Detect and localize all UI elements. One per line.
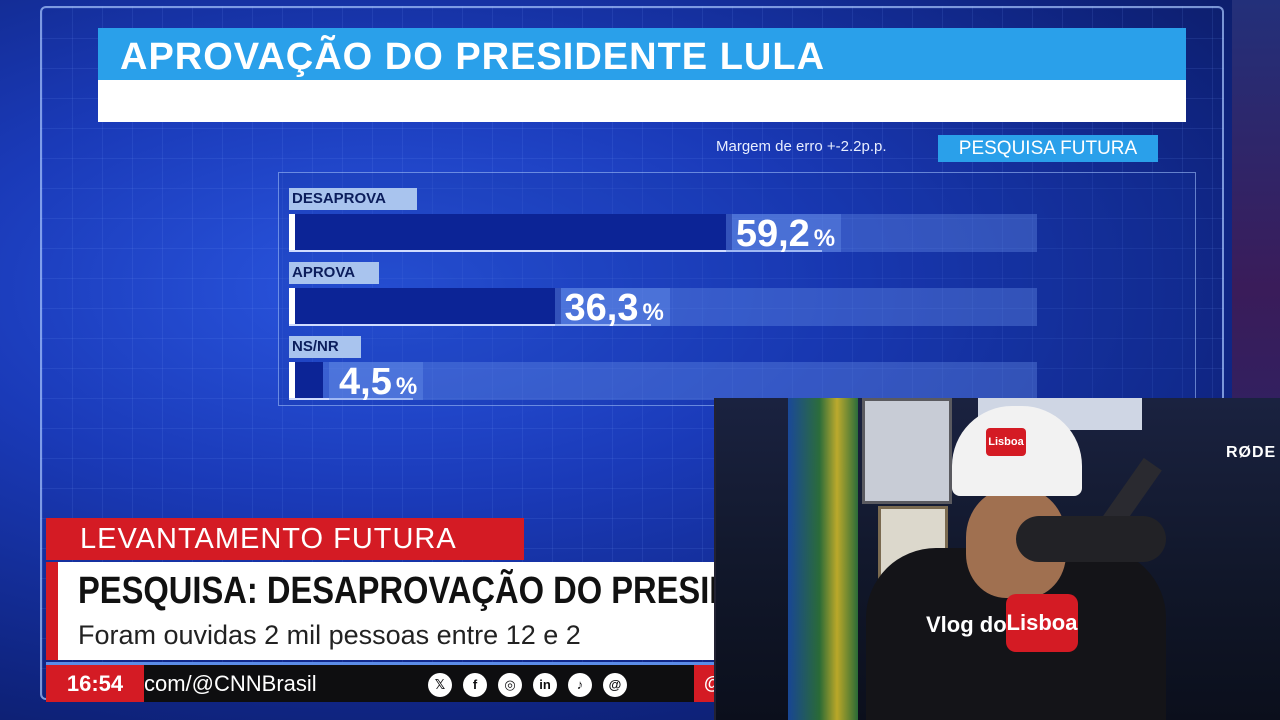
margin-of-error: Margem de erro +-2.2p.p. [716,138,887,155]
tiktok-icon[interactable]: ♪ [568,673,592,697]
bar [289,288,561,326]
data-label-unit: % [395,373,418,400]
x-icon[interactable]: 𝕏 [428,673,452,697]
bar-cap [289,362,295,400]
data-label: 36,3% [554,287,670,329]
source-badge: PESQUISA FUTURA [938,135,1158,162]
data-label-unit: % [813,225,836,252]
data-label-unit: % [642,299,664,326]
microphone [1016,516,1166,562]
brazil-flag [788,398,858,720]
ticker-tail: @ [694,665,722,702]
shirt-logo: Lisboa [1006,594,1078,652]
instagram-icon[interactable]: ◎ [498,673,522,697]
bar-underline [289,324,651,326]
title-underbar [98,80,1186,122]
social-handle: com/@CNNBrasil [144,671,317,696]
linkedin-icon[interactable]: in [533,673,557,697]
facebook-icon[interactable]: f [463,673,487,697]
lower-third-panel: PESQUISA: DESAPROVAÇÃO DO PRESIDE Foram … [46,562,716,660]
bar-track [289,362,1037,400]
threads-icon[interactable]: @ [603,673,627,697]
webcam-overlay: Lisboa Vlog do Lisboa RØDE [714,398,1280,720]
data-label-value: 4,5 [339,361,392,403]
category-label: DESAPROVA [289,188,417,210]
data-label-value: 36,3 [564,287,639,329]
bar-cap [289,214,295,252]
kicker-text: LEVANTAMENTO FUTURA [80,523,457,555]
shirt-text: Vlog do [926,612,1007,637]
lower-third-kicker: LEVANTAMENTO FUTURA [46,518,524,560]
lower-third-accent [46,562,58,660]
category-label: APROVA [289,262,379,284]
headline: PESQUISA: DESAPROVAÇÃO DO PRESIDE [78,570,716,612]
bar-underline [289,398,413,400]
bar [289,214,732,252]
wall-photo [862,398,952,504]
data-label-value: 59,2 [735,213,810,255]
mic-brand: RØDE [1226,444,1277,461]
data-label: 4,5% [329,361,424,403]
bar-cap [289,288,295,326]
data-label: 59,2% [725,213,842,255]
chart-title: APROVAÇÃO DO PRESIDENTE LULA [120,36,826,78]
bar-underline [289,250,822,252]
chart-title-bar: APROVAÇÃO DO PRESIDENTE LULA [98,28,1186,80]
cap-logo: Lisboa [986,428,1026,456]
subheadline: Foram ouvidas 2 mil pessoas entre 12 e 2 [78,620,581,650]
category-label: NS/NR [289,336,361,358]
clock: 16:54 [46,665,144,702]
